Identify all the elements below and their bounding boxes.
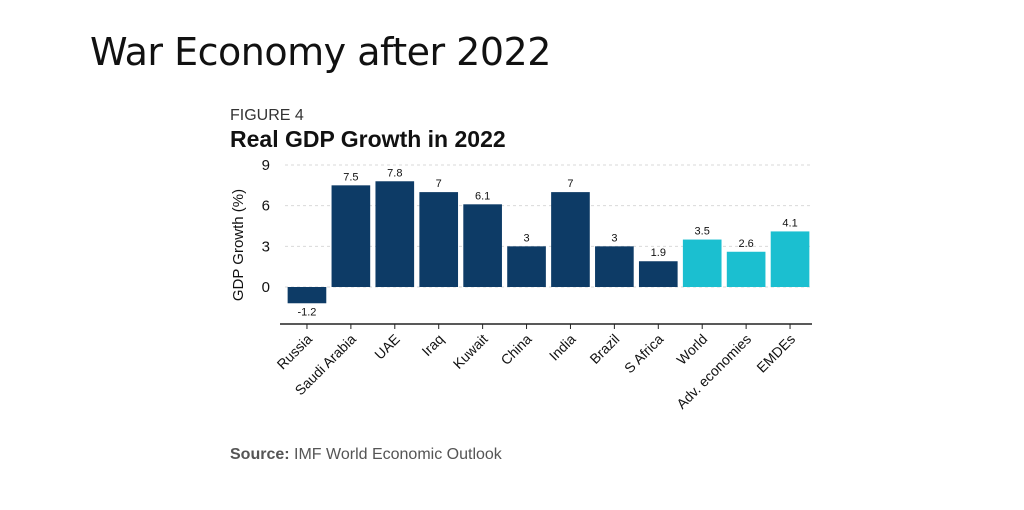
bar: [595, 246, 634, 287]
data-label: -1.2: [297, 306, 316, 318]
y-tick-label: 6: [262, 198, 270, 215]
data-label: 3: [523, 232, 529, 244]
data-label: 7: [567, 178, 573, 190]
bar: [638, 261, 678, 287]
slide-title: War Economy after 2022: [90, 30, 551, 74]
bar: [419, 192, 459, 287]
x-tick-label: Kuwait: [450, 331, 491, 372]
bar: [287, 287, 327, 304]
y-tick-label: 9: [262, 157, 270, 174]
x-tick-label: Adv. economies: [673, 331, 754, 412]
bar: [726, 251, 766, 287]
data-label: 7.5: [343, 171, 358, 183]
bar: [770, 231, 810, 287]
x-tick-label: Brazil: [586, 331, 622, 367]
source-label: Source:: [230, 446, 290, 463]
y-tick-label: 0: [262, 279, 270, 296]
data-label: 2.6: [738, 238, 753, 250]
data-label: 1.9: [651, 247, 666, 259]
x-tick-label: World: [673, 331, 710, 368]
data-label: 7.8: [387, 167, 402, 179]
x-tick-label: China: [497, 331, 534, 368]
x-tick-label: UAE: [371, 331, 403, 363]
bar: [551, 192, 590, 287]
source-note: Source: IMF World Economic Outlook: [230, 446, 502, 464]
figure-label: FIGURE 4: [230, 107, 304, 124]
data-label: 6.1: [475, 190, 490, 202]
y-tick-label: 3: [262, 238, 270, 255]
x-tick-label: S Africa: [621, 331, 667, 377]
bar: [682, 239, 722, 287]
bar: [331, 185, 371, 287]
y-axis-title: GDP Growth (%): [230, 189, 247, 301]
x-tick-label: Iraq: [418, 331, 446, 359]
chart-title: Real GDP Growth in 2022: [230, 126, 506, 152]
bar: [507, 246, 546, 287]
x-tick-label: Russia: [274, 331, 316, 373]
source-text: IMF World Economic Outlook: [294, 446, 502, 463]
data-label: 3.5: [695, 226, 710, 238]
data-label: 7: [436, 178, 442, 190]
x-tick-label: India: [546, 331, 579, 364]
x-tick-label: EMDEs: [753, 331, 798, 376]
data-label: 3: [611, 232, 617, 244]
bar: [463, 204, 502, 287]
bar: [375, 181, 415, 287]
data-label: 4.1: [782, 217, 797, 229]
